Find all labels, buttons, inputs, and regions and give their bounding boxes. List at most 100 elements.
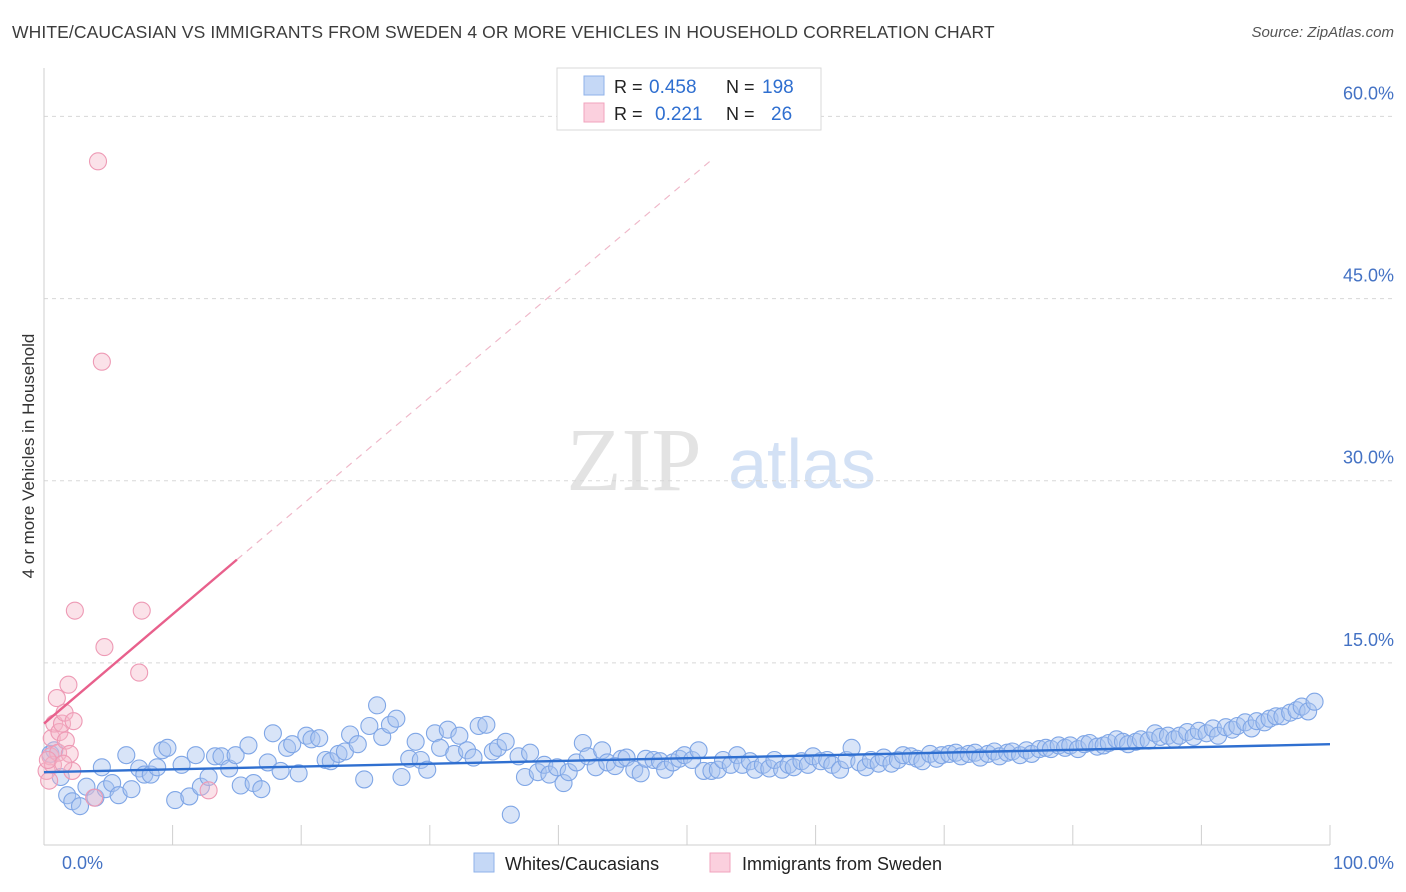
whites-point[interactable]: [760, 759, 779, 778]
whites-point[interactable]: [702, 761, 721, 780]
whites-point[interactable]: [694, 761, 713, 780]
whites-point[interactable]: [418, 760, 437, 779]
whites-point[interactable]: [496, 732, 515, 751]
sweden-point[interactable]: [47, 689, 66, 708]
y-tick-labels: 15.0% 30.0% 45.0% 60.0%: [1343, 83, 1394, 649]
whites-point[interactable]: [559, 763, 578, 782]
x-tick-label-max: 100.0%: [1333, 853, 1394, 873]
whites-point[interactable]: [186, 746, 205, 765]
whites-point[interactable]: [501, 805, 520, 824]
whites-point[interactable]: [450, 726, 469, 745]
trend-lines: [43, 558, 1331, 774]
sweden-point[interactable]: [132, 601, 151, 620]
whites-point[interactable]: [940, 744, 959, 763]
watermark-atlas: atlas: [728, 425, 876, 503]
whites-point[interactable]: [842, 738, 861, 757]
whites-point[interactable]: [554, 774, 573, 793]
whites-point[interactable]: [548, 758, 567, 777]
whites-point[interactable]: [528, 763, 547, 782]
series-legend-swatch-whites[interactable]: [473, 852, 495, 873]
whites-point[interactable]: [406, 732, 425, 751]
sweden-point[interactable]: [40, 771, 59, 790]
whites-point[interactable]: [360, 716, 379, 736]
whites-point[interactable]: [573, 733, 592, 753]
whites-point[interactable]: [477, 715, 496, 734]
whites-point[interactable]: [567, 753, 586, 772]
sweden-point[interactable]: [64, 712, 83, 731]
sweden-point[interactable]: [56, 731, 75, 750]
sweden-point[interactable]: [85, 788, 104, 807]
sweden-point[interactable]: [52, 714, 72, 733]
whites-point[interactable]: [226, 746, 245, 765]
whites-point[interactable]: [483, 742, 502, 761]
whites-point[interactable]: [271, 761, 290, 780]
whites-point[interactable]: [1299, 702, 1318, 721]
whites-point[interactable]: [355, 770, 374, 789]
whites-point[interactable]: [158, 738, 177, 757]
whites-point[interactable]: [148, 758, 167, 777]
whites-point[interactable]: [205, 747, 225, 766]
sweden-points: [37, 152, 218, 807]
whites-point[interactable]: [586, 758, 605, 777]
whites-point[interactable]: [1287, 701, 1306, 720]
whites-point[interactable]: [283, 735, 302, 754]
legend-r-value-whites: 0.458: [649, 77, 697, 98]
legend-r-value-sweden: 0.221: [655, 104, 703, 125]
whites-point[interactable]: [239, 736, 258, 755]
series-legend-swatch-sweden[interactable]: [709, 852, 731, 873]
whites-point[interactable]: [540, 765, 559, 784]
sweden-point[interactable]: [130, 663, 149, 682]
whites-point[interactable]: [70, 797, 90, 816]
whites-point[interactable]: [392, 767, 411, 787]
whites-point[interactable]: [252, 780, 271, 799]
whites-point[interactable]: [387, 709, 406, 728]
whites-point[interactable]: [1266, 707, 1286, 726]
whites-point[interactable]: [689, 741, 708, 760]
whites-point[interactable]: [683, 750, 702, 770]
legend-swatch-whites: [583, 75, 605, 96]
whites-point[interactable]: [180, 787, 199, 806]
whites-point[interactable]: [593, 741, 612, 760]
legend-n-label-sweden: N =: [726, 104, 755, 124]
whites-point[interactable]: [1305, 692, 1324, 711]
whites-point[interactable]: [341, 725, 360, 744]
y-tick-label: 15.0%: [1343, 630, 1394, 650]
whites-point[interactable]: [1088, 737, 1107, 756]
whites-point[interactable]: [438, 720, 457, 739]
sweden-point[interactable]: [59, 675, 78, 694]
sweden-point[interactable]: [199, 781, 218, 800]
whites-point[interactable]: [289, 764, 308, 783]
sweden-point[interactable]: [38, 750, 57, 770]
whites-point[interactable]: [348, 735, 367, 754]
whites-point[interactable]: [1151, 727, 1170, 746]
series-legend-label-sweden[interactable]: Immigrants from Sweden: [742, 854, 942, 874]
whites-point[interactable]: [656, 760, 675, 779]
y-tick-label: 60.0%: [1343, 83, 1394, 103]
whites-point[interactable]: [959, 744, 978, 763]
whites-point[interactable]: [458, 741, 477, 760]
whites-point[interactable]: [263, 724, 282, 743]
sweden-point[interactable]: [95, 638, 114, 657]
whites-point[interactable]: [893, 746, 913, 765]
whites-point[interactable]: [92, 758, 111, 777]
whites-point[interactable]: [469, 716, 488, 736]
whites-point[interactable]: [368, 696, 387, 715]
whites-point[interactable]: [811, 752, 830, 771]
sweden-point[interactable]: [65, 601, 84, 620]
sweden-point[interactable]: [54, 754, 73, 773]
series-legend-label-whites[interactable]: Whites/Caucasians: [505, 854, 659, 874]
whites-point[interactable]: [521, 743, 540, 762]
y-tick-label: 45.0%: [1343, 266, 1394, 286]
whites-point[interactable]: [278, 738, 297, 757]
sweden-point[interactable]: [88, 152, 108, 171]
whites-point[interactable]: [166, 791, 185, 810]
whites-point[interactable]: [1255, 713, 1274, 732]
whites-point[interactable]: [122, 780, 141, 799]
whites-point[interactable]: [117, 746, 136, 765]
whites-point[interactable]: [830, 760, 850, 779]
whites-point[interactable]: [302, 730, 321, 749]
whites-point[interactable]: [310, 729, 329, 748]
sweden-point[interactable]: [92, 352, 111, 371]
whites-point[interactable]: [650, 752, 670, 771]
whites-point[interactable]: [932, 746, 951, 765]
